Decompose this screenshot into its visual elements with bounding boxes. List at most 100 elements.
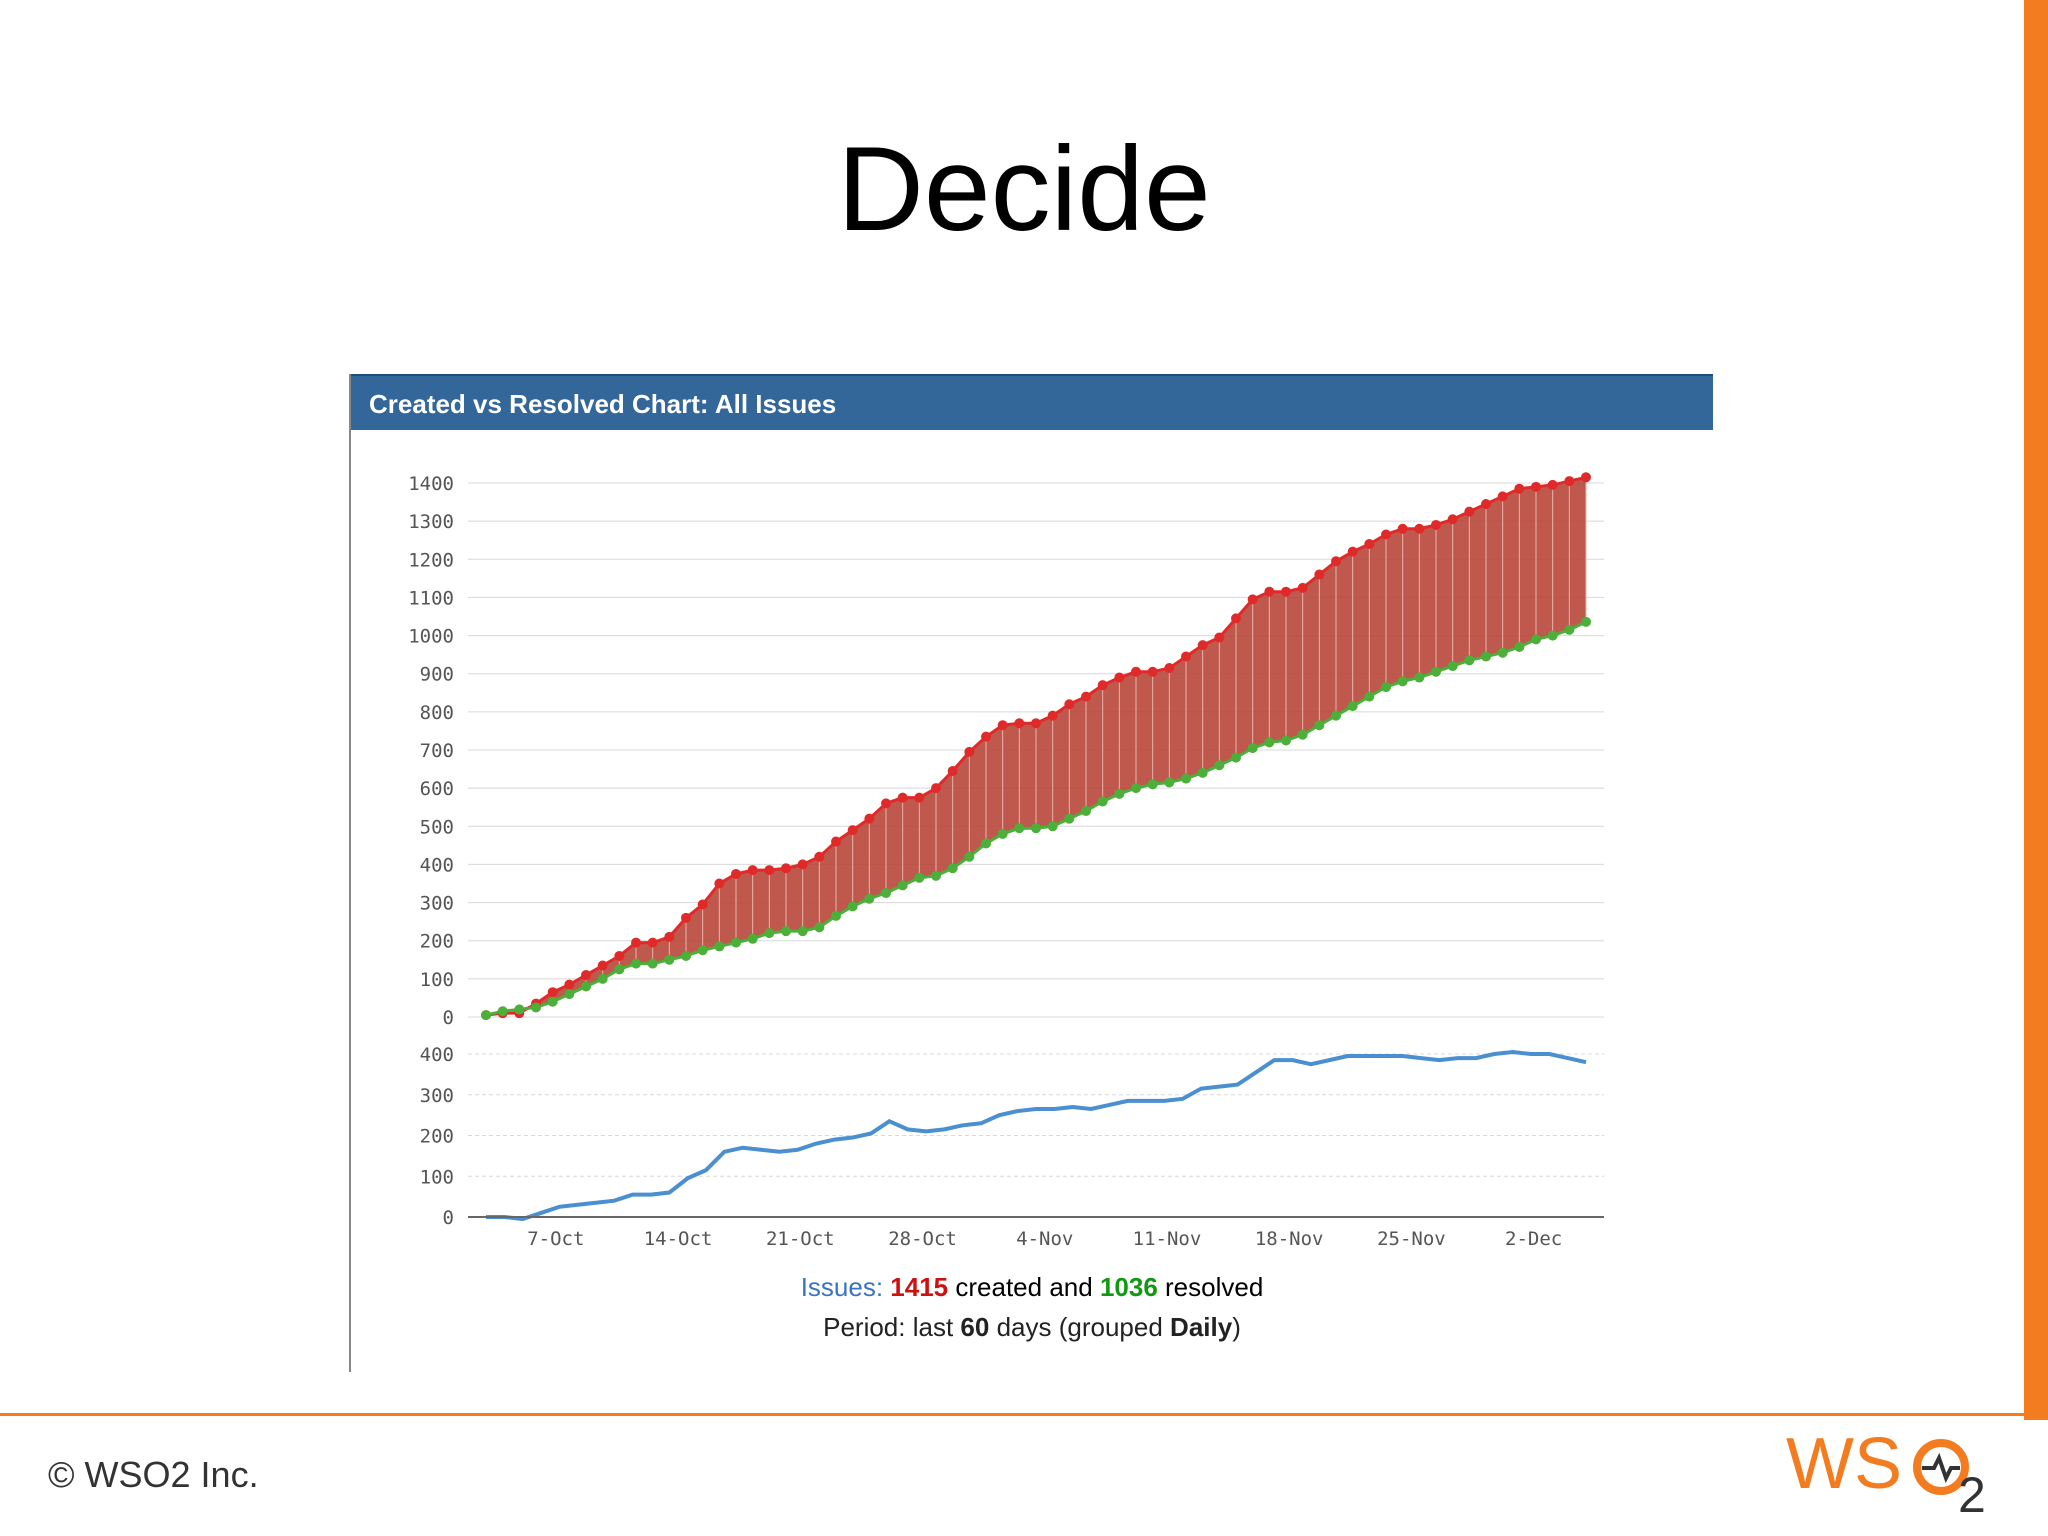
period-prefix: Period: last <box>823 1312 954 1342</box>
resolved-point <box>597 973 608 984</box>
resolved-point <box>514 1004 525 1015</box>
resolved-point <box>564 989 575 1000</box>
issues-label[interactable]: Issues: <box>800 1272 884 1302</box>
created-point <box>1131 666 1141 677</box>
created-point <box>1481 498 1491 509</box>
created-point <box>1097 680 1108 691</box>
resolved-point <box>1047 821 1058 832</box>
created-point <box>564 979 575 990</box>
resolved-point <box>731 937 741 948</box>
created-point <box>547 987 558 998</box>
y-tick-label-top: 0 <box>443 1007 454 1029</box>
created-point <box>997 720 1008 731</box>
copyright-text: © WSO2 Inc. <box>48 1454 259 1495</box>
resolved-point <box>1281 735 1291 746</box>
created-point <box>597 960 608 971</box>
resolved-point <box>1064 813 1075 824</box>
created-point <box>1447 514 1458 525</box>
chart-caption-issues: Issues: 1415 created and 1036 resolved <box>351 1272 1713 1303</box>
resolved-point <box>997 828 1008 839</box>
resolved-point <box>714 941 725 952</box>
x-tick-label: 7-Oct <box>527 1228 584 1250</box>
resolved-point <box>1314 720 1325 731</box>
resolved-point <box>1514 642 1525 653</box>
resolved-point <box>914 872 925 883</box>
resolved-point <box>1414 672 1425 683</box>
created-point <box>1147 666 1158 677</box>
created-point <box>1197 640 1208 651</box>
resolved-point <box>1097 796 1108 807</box>
resolved-count: 1036 <box>1099 1272 1158 1302</box>
resolved-point <box>664 954 675 965</box>
created-point <box>764 865 775 876</box>
created-point <box>1031 718 1041 729</box>
created-point <box>581 970 591 981</box>
created-point <box>1431 519 1441 530</box>
resolved-point <box>1164 777 1175 788</box>
created-point <box>1081 691 1091 702</box>
period-days: 60 <box>960 1312 990 1342</box>
resolved-point <box>1464 655 1475 666</box>
y-tick-label-top: 500 <box>420 816 454 838</box>
resolved-point <box>1364 691 1375 702</box>
resolved-point <box>831 910 841 921</box>
created-count: 1415 <box>890 1272 949 1302</box>
created-point <box>964 746 975 757</box>
resolved-point <box>581 981 591 992</box>
y-tick-label-top: 700 <box>420 740 454 762</box>
created-point <box>631 937 641 948</box>
created-point <box>1347 546 1358 557</box>
x-tick-label: 14-Oct <box>644 1228 713 1250</box>
unresolved-line <box>486 1049 1587 1222</box>
created-point <box>1064 699 1075 710</box>
created-point <box>1381 529 1391 540</box>
y-tick-label-top: 400 <box>420 854 454 876</box>
y-tick-label-top: 600 <box>420 778 454 800</box>
y-tick-label-top: 900 <box>420 664 454 686</box>
bottom-accent-line <box>0 1413 2048 1416</box>
created-point <box>681 912 691 923</box>
created-point <box>981 731 991 742</box>
y-tick-label-bottom: 200 <box>420 1126 454 1148</box>
created-point <box>647 937 658 948</box>
y-tick-label-top: 100 <box>420 969 454 991</box>
resolved-point <box>1147 779 1158 790</box>
resolved-point <box>1081 806 1091 817</box>
resolved-point <box>631 958 641 969</box>
created-point <box>847 825 858 836</box>
created-text: created and <box>955 1272 1093 1302</box>
resolved-point <box>1581 616 1591 627</box>
created-point <box>1114 672 1125 683</box>
y-tick-label-top: 300 <box>420 893 454 915</box>
created-point <box>947 765 958 776</box>
resolved-point <box>1297 729 1308 740</box>
created-point <box>1014 718 1025 729</box>
resolved-point <box>647 958 658 969</box>
y-tick-label-top: 200 <box>420 931 454 953</box>
wso2-logo: WS 2 <box>1786 1428 1986 1518</box>
period-mid: days (grouped <box>996 1312 1163 1342</box>
resolved-point <box>614 964 625 975</box>
resolved-point <box>1131 783 1141 794</box>
created-point <box>614 950 625 961</box>
created-resolved-fill <box>486 477 1587 1016</box>
resolved-point <box>1214 760 1225 771</box>
created-point <box>1547 479 1558 490</box>
created-point <box>1414 523 1425 534</box>
resolved-point <box>781 926 791 937</box>
resolved-text: resolved <box>1165 1272 1264 1302</box>
resolved-point <box>897 880 908 891</box>
created-point <box>1214 632 1225 643</box>
svg-text:WS: WS <box>1786 1428 1902 1504</box>
resolved-point <box>814 922 825 933</box>
x-tick-label: 28-Oct <box>888 1228 957 1250</box>
y-tick-label-top: 1200 <box>408 549 454 571</box>
x-tick-label: 18-Nov <box>1255 1228 1324 1250</box>
resolved-point <box>881 888 891 899</box>
y-tick-label-bottom: 100 <box>420 1166 454 1188</box>
created-point <box>747 865 758 876</box>
x-tick-label: 2-Dec <box>1505 1228 1562 1250</box>
resolved-point <box>1247 743 1258 754</box>
resolved-point <box>1181 773 1191 784</box>
resolved-point <box>847 901 858 912</box>
